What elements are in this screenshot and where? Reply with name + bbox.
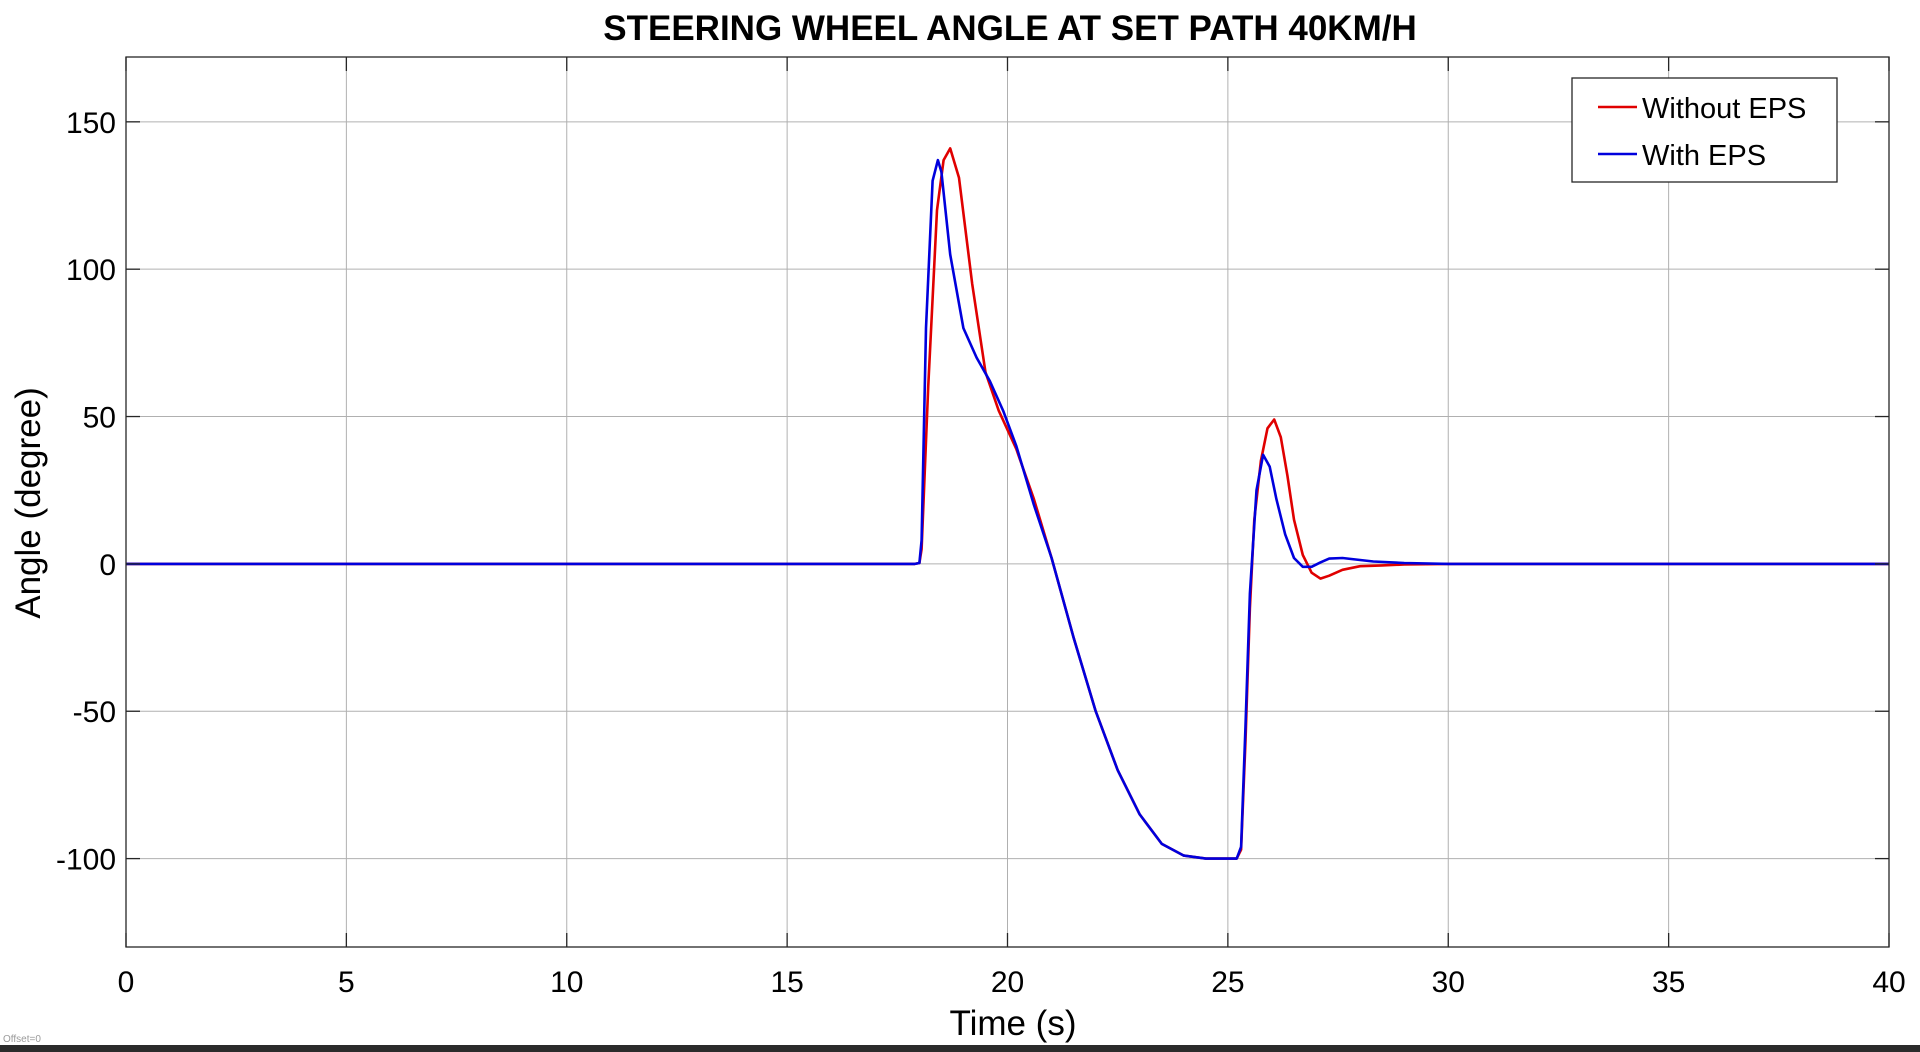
legend: Without EPS With EPS bbox=[1571, 77, 1838, 183]
x-tick-label: 30 bbox=[1432, 966, 1465, 999]
window-bottom-bar bbox=[0, 1045, 1920, 1052]
x-tick-label: 15 bbox=[770, 966, 803, 999]
offset-label: Offset=0 bbox=[3, 1034, 41, 1045]
legend-label-with-eps: With EPS bbox=[1642, 140, 1766, 172]
y-tick-label: 0 bbox=[99, 549, 116, 582]
x-tick-label: 20 bbox=[991, 966, 1024, 999]
series-layer bbox=[126, 147, 1889, 860]
series-line-with-eps bbox=[126, 158, 1889, 860]
x-tick-labels: 0 5 10 15 20 25 30 35 40 bbox=[118, 966, 1906, 999]
y-tick-label: -100 bbox=[56, 844, 116, 877]
x-tick-label: 25 bbox=[1211, 966, 1244, 999]
tick-marks bbox=[125, 57, 1890, 947]
legend-box bbox=[1571, 77, 1838, 183]
y-tick-labels: -100 -50 0 50 100 150 bbox=[56, 107, 116, 877]
x-tick-label: 35 bbox=[1652, 966, 1685, 999]
x-axis-label: Time (s) bbox=[949, 1004, 1076, 1043]
x-tick-label: 10 bbox=[550, 966, 583, 999]
x-tick-label: 0 bbox=[118, 966, 135, 999]
x-tick-label: 40 bbox=[1872, 966, 1905, 999]
chart-title: STEERING WHEEL ANGLE AT SET PATH 40KM/H bbox=[603, 9, 1416, 48]
y-tick-label: 150 bbox=[66, 107, 116, 140]
x-tick-label: 5 bbox=[338, 966, 355, 999]
y-tick-label: 50 bbox=[83, 402, 116, 435]
y-tick-label: -50 bbox=[73, 696, 116, 729]
legend-label-without-eps: Without EPS bbox=[1642, 93, 1806, 125]
y-tick-label: 100 bbox=[66, 254, 116, 287]
y-axis-label: Angle (degree) bbox=[9, 387, 48, 619]
